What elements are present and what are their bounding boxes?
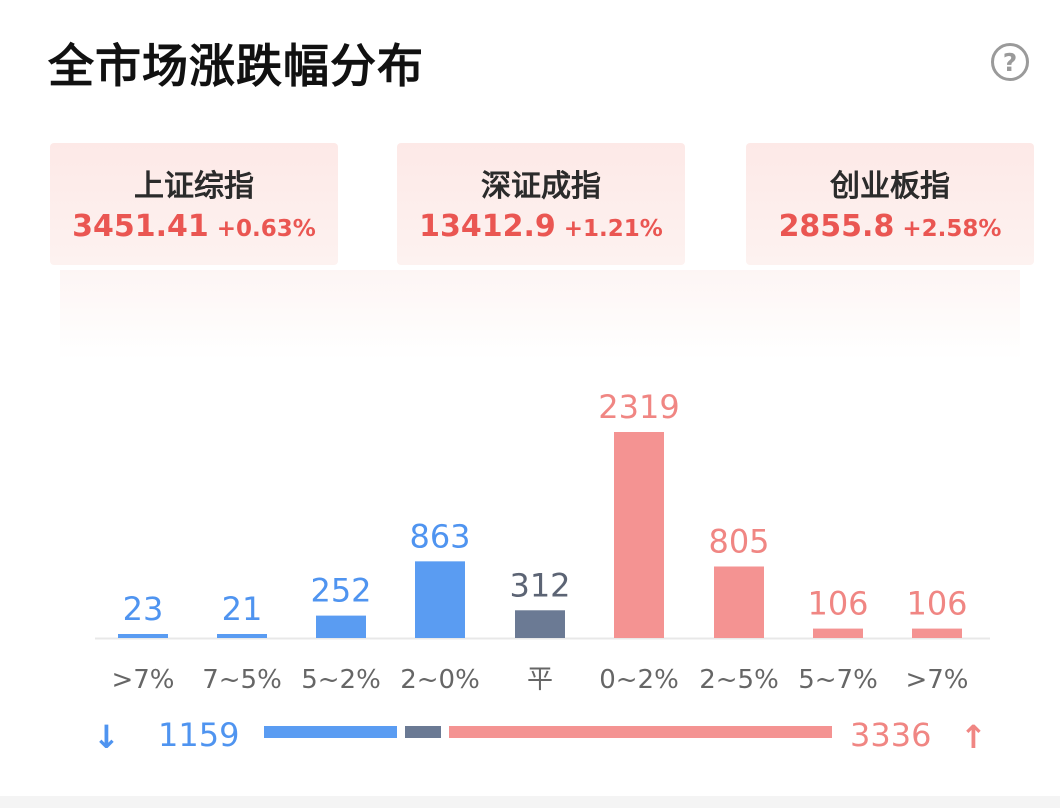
arrow-down-icon: ↓ bbox=[93, 718, 120, 756]
bottom-divider bbox=[0, 796, 1060, 808]
category-label: 平 bbox=[527, 665, 553, 695]
up-ratio-bar bbox=[448, 726, 832, 738]
index-value: 3451.41 bbox=[72, 209, 209, 244]
bar-value-label: 805 bbox=[708, 522, 769, 560]
category-label: 5~7% bbox=[798, 665, 878, 695]
bar-4[interactable] bbox=[515, 610, 565, 638]
index-change: +2.58% bbox=[902, 216, 1002, 242]
card-shadow-fade bbox=[60, 270, 1020, 360]
down-ratio-bar bbox=[264, 726, 398, 738]
bar-8[interactable] bbox=[912, 628, 962, 638]
bar-value-label: 2319 bbox=[598, 388, 679, 426]
distribution-bar-chart: 23 >7% 21 7~5% 252 5~2% 863 2~0% 312 平 2319 0~2% 805… bbox=[95, 388, 990, 695]
category-label: 2~0% bbox=[400, 665, 480, 695]
bar-value-label: 21 bbox=[222, 590, 263, 628]
index-name: 深证成指 bbox=[481, 169, 601, 204]
bar-3[interactable] bbox=[415, 561, 465, 638]
bar-value-label: 106 bbox=[807, 585, 868, 623]
index-change: +0.63% bbox=[216, 216, 316, 242]
index-name: 创业板指 bbox=[830, 169, 950, 204]
bar-7[interactable] bbox=[813, 628, 863, 638]
question-circle-icon[interactable]: ? bbox=[991, 43, 1029, 81]
bar-1[interactable] bbox=[217, 634, 267, 638]
category-label: 5~2% bbox=[301, 665, 381, 695]
category-label: 7~5% bbox=[202, 665, 282, 695]
up-down-summary: ↓ 1159 3336 ↑ bbox=[0, 700, 1060, 760]
bar-value-label: 23 bbox=[123, 590, 164, 628]
index-card-shanghai[interactable]: 上证综指 3451.41 +0.63% bbox=[50, 143, 338, 265]
category-label: 0~2% bbox=[599, 665, 679, 695]
index-card-shenzhen[interactable]: 深证成指 13412.9 +1.21% bbox=[397, 143, 685, 265]
index-value: 2855.8 bbox=[778, 209, 895, 244]
bar-2[interactable] bbox=[316, 615, 366, 638]
category-label: >7% bbox=[905, 665, 968, 695]
index-name: 上证综指 bbox=[134, 169, 254, 204]
flat-ratio-bar bbox=[405, 726, 441, 738]
index-value: 13412.9 bbox=[419, 209, 556, 244]
index-card-chinext[interactable]: 创业板指 2855.8 +2.58% bbox=[746, 143, 1034, 265]
down-total: 1159 bbox=[158, 716, 240, 754]
bar-value-label: 252 bbox=[310, 572, 371, 610]
bar-value-label: 863 bbox=[409, 517, 470, 555]
index-change: +1.21% bbox=[563, 216, 663, 242]
category-label: 2~5% bbox=[699, 665, 779, 695]
index-value-row: 13412.9 +1.21% bbox=[397, 209, 685, 244]
category-label: >7% bbox=[111, 665, 174, 695]
page-title: 全市场涨跌幅分布 bbox=[48, 39, 424, 93]
arrow-up-icon: ↑ bbox=[960, 718, 987, 756]
bar-value-label: 106 bbox=[906, 585, 967, 623]
up-total: 3336 bbox=[850, 716, 932, 754]
bar-5[interactable] bbox=[614, 432, 664, 638]
bar-6[interactable] bbox=[714, 566, 764, 638]
bar-0[interactable] bbox=[118, 634, 168, 638]
bar-value-label: 312 bbox=[509, 566, 570, 604]
index-value-row: 2855.8 +2.58% bbox=[746, 209, 1034, 244]
index-value-row: 3451.41 +0.63% bbox=[50, 209, 338, 244]
